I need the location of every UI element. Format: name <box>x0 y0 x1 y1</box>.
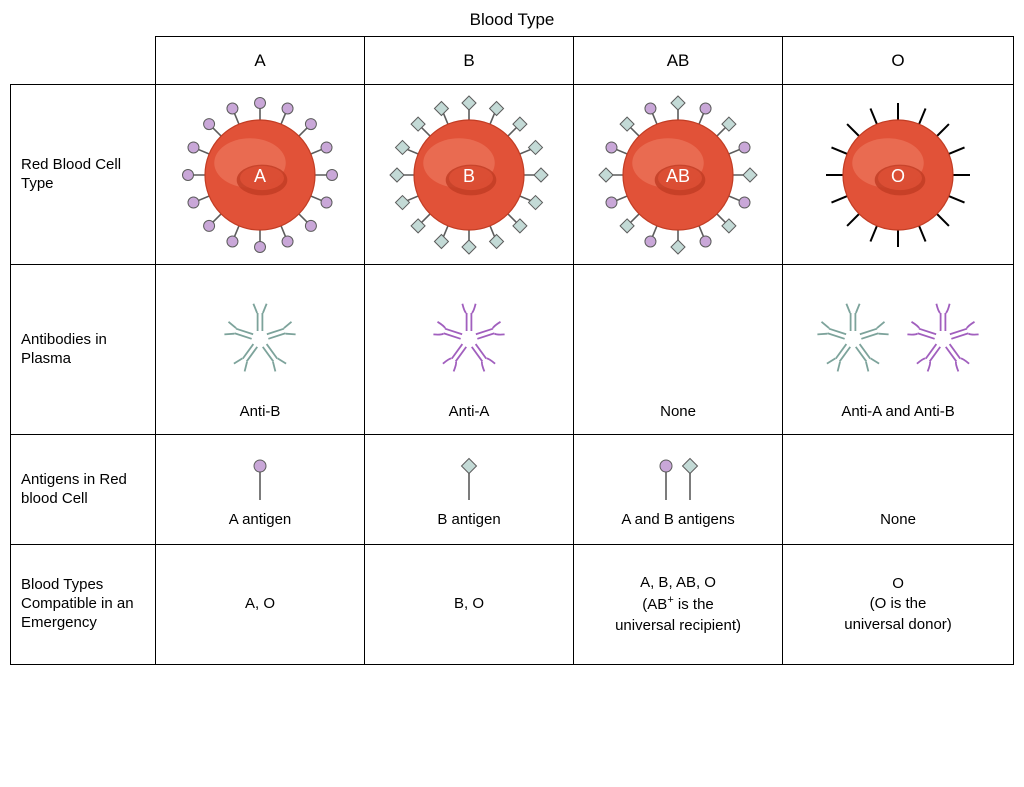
comp-AB-l1: A, B, AB, O <box>640 574 716 591</box>
rbc-B: B <box>365 85 574 265</box>
row-label-antigens: Antigens in Red blood Cell <box>11 435 156 545</box>
rbc-A: A <box>156 85 365 265</box>
comp-B-text: B, O <box>365 594 573 614</box>
svg-text:AB: AB <box>666 166 690 186</box>
ab-AB-label: None <box>574 403 782 420</box>
ab-O-label: Anti-A and Anti-B <box>783 403 1013 420</box>
col-head-A: A <box>156 37 365 85</box>
comp-A-text: A, O <box>156 594 364 614</box>
comp-B: B, O <box>365 545 574 665</box>
ant-O-label: None <box>783 511 1013 528</box>
comp-A: A, O <box>156 545 365 665</box>
col-head-AB: AB <box>574 37 783 85</box>
comp-O-l2: (O is the <box>870 595 927 612</box>
ab-AB: None <box>574 265 783 435</box>
rbc-O: O <box>783 85 1014 265</box>
row-label-rbc: Red Blood Cell Type <box>11 85 156 265</box>
ant-B: B antigen <box>365 435 574 545</box>
ab-B-label: Anti-A <box>365 403 573 420</box>
col-head-O: O <box>783 37 1014 85</box>
svg-text:O: O <box>891 166 905 186</box>
row-label-compat: Blood Types Compatible in an Emergency <box>11 545 156 665</box>
col-head-B: B <box>365 37 574 85</box>
comp-O-l1: O <box>892 575 904 592</box>
comp-AB-text: A, B, AB, O (AB+ is the universal recipi… <box>574 573 782 636</box>
blood-type-table: A B AB O Red Blood Cell Type A B AB O An… <box>10 36 1014 665</box>
comp-AB-l2b: is the <box>674 596 714 613</box>
svg-text:B: B <box>463 166 475 186</box>
rbc-AB: AB <box>574 85 783 265</box>
ab-A-label: Anti-B <box>156 403 364 420</box>
comp-O-text: O (O is the universal donor) <box>783 574 1013 635</box>
comp-O-l3: universal donor) <box>844 616 952 633</box>
ab-A: Anti-B <box>156 265 365 435</box>
ant-AB-label: A and B antigens <box>574 511 782 528</box>
ab-B: Anti-A <box>365 265 574 435</box>
comp-AB: A, B, AB, O (AB+ is the universal recipi… <box>574 545 783 665</box>
svg-text:A: A <box>254 166 266 186</box>
corner-spacer <box>11 37 156 85</box>
ant-A: A antigen <box>156 435 365 545</box>
row-label-antibodies: Antibodies in Plasma <box>11 265 156 435</box>
ant-O: None <box>783 435 1014 545</box>
comp-O: O (O is the universal donor) <box>783 545 1014 665</box>
ab-O: Anti-A and Anti-B <box>783 265 1014 435</box>
title: Blood Type <box>10 10 1014 30</box>
ant-AB: A and B antigens <box>574 435 783 545</box>
comp-AB-l3: universal recipient) <box>615 617 741 634</box>
comp-AB-l2a: (AB <box>642 596 667 613</box>
ant-A-label: A antigen <box>156 511 364 528</box>
ant-B-label: B antigen <box>365 511 573 528</box>
